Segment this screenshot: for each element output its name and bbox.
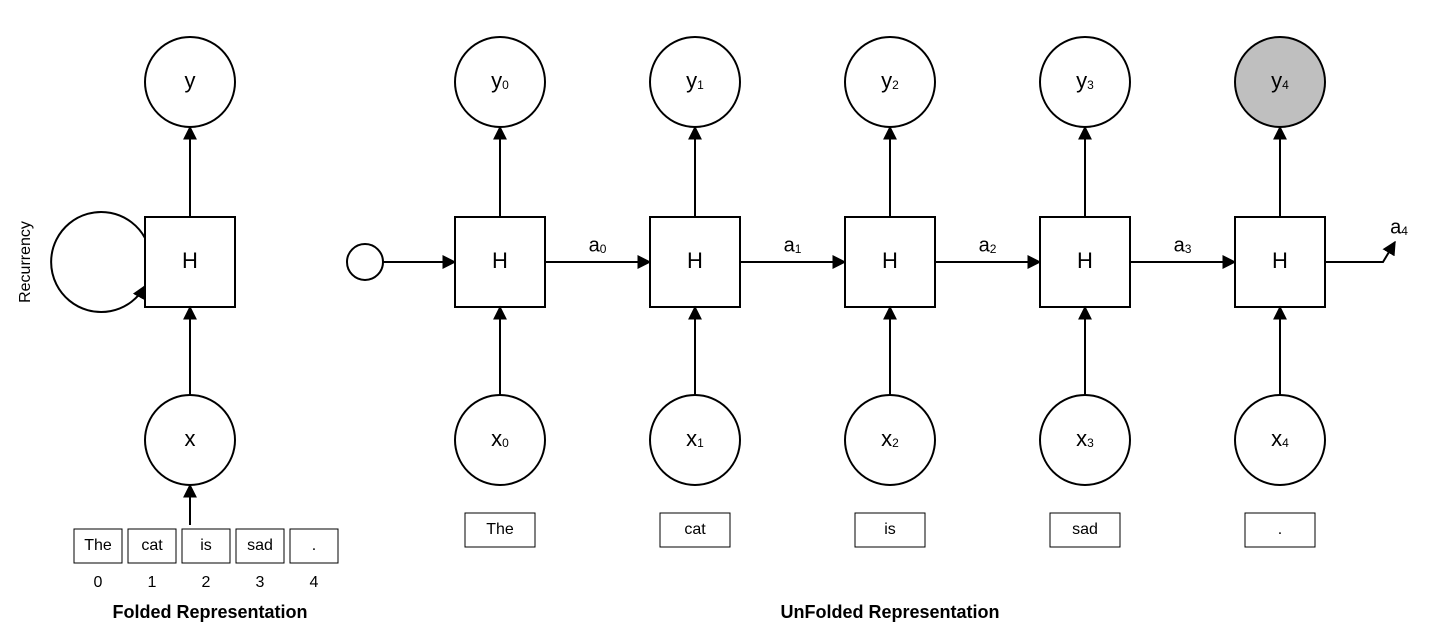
unfolded-a-label-2: a2	[979, 234, 997, 256]
folded-token-index-3: 3	[256, 574, 265, 591]
folded-recurrency-loop	[51, 212, 145, 312]
unfolded-h-node-1-label: H	[687, 248, 703, 273]
unfolded-caption: UnFolded Representation	[780, 602, 999, 622]
unfolded-h-node-2-label: H	[882, 248, 898, 273]
folded-token-index-4: 4	[310, 574, 319, 591]
folded-token-index-2: 2	[202, 574, 211, 591]
unfolded-h-node-4-label: H	[1272, 248, 1288, 273]
unfolded-a-label-3: a3	[1174, 234, 1192, 256]
unfolded-a-arrow-4	[1325, 242, 1395, 262]
folded-caption: Folded Representation	[112, 602, 307, 622]
unfolded-h-node-0-label: H	[492, 248, 508, 273]
folded-token-0-label: The	[84, 537, 112, 554]
unfolded-a-label-1: a1	[784, 234, 802, 256]
unfolded-token-2-label: is	[884, 521, 896, 538]
folded-token-index-1: 1	[148, 574, 157, 591]
unfolded-a-label-4: a4	[1390, 216, 1408, 238]
folded-y-node-label: y	[185, 68, 196, 93]
folded-x-node-label: x	[185, 426, 196, 451]
unfolded-token-4-label: .	[1278, 521, 1282, 538]
unfolded-token-1-label: cat	[684, 521, 706, 538]
folded-h-node-label: H	[182, 248, 198, 273]
folded-token-1-label: cat	[141, 537, 163, 554]
unfolded-init-node	[347, 244, 383, 280]
unfolded-a-label-0: a0	[589, 234, 607, 256]
unfolded-token-3-label: sad	[1072, 521, 1098, 538]
folded-token-2-label: is	[200, 537, 212, 554]
folded-token-index-0: 0	[94, 574, 103, 591]
folded-token-3-label: sad	[247, 537, 273, 554]
recurrency-label: Recurrency	[17, 221, 34, 303]
unfolded-h-node-3-label: H	[1077, 248, 1093, 273]
unfolded-token-0-label: The	[486, 521, 514, 538]
folded-token-4-label: .	[312, 537, 316, 554]
